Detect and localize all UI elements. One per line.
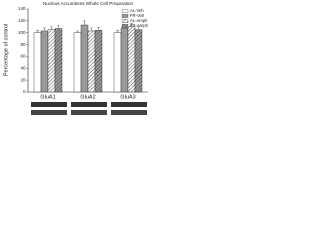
chart-title: Nucleus Accumbens Whole Cell Preparation xyxy=(43,1,134,6)
y-tick-label: 40 xyxy=(20,65,26,70)
x-tick-label: GluA2 xyxy=(80,94,95,100)
y-tick-label: 120 xyxy=(18,18,26,23)
bar xyxy=(134,29,143,93)
bar xyxy=(47,29,56,93)
legend-label: FR-Amph xyxy=(130,23,149,28)
y-axis-label: Percentage of control xyxy=(3,24,9,76)
x-tick-label: GluA1 xyxy=(40,94,55,100)
legend-swatch xyxy=(121,24,129,28)
chart: Nucleus Accumbens Whole Cell Preparation… xyxy=(0,0,150,117)
legend-label: AL-Amph xyxy=(130,18,148,23)
legend-swatch xyxy=(121,19,129,23)
y-tick-label: 80 xyxy=(20,42,26,47)
legend-label: FR-Veh xyxy=(130,13,145,18)
y-tick-label: 0 xyxy=(23,89,26,94)
bar xyxy=(80,24,89,93)
bar xyxy=(94,30,103,93)
bar xyxy=(120,27,129,93)
bar xyxy=(87,30,96,93)
x-tick-label: GluA3 xyxy=(120,94,135,100)
y-tick-label: 20 xyxy=(20,77,26,82)
blots xyxy=(31,102,147,115)
y-tick-label: 100 xyxy=(18,30,26,35)
bar xyxy=(73,32,82,93)
bar xyxy=(127,26,136,93)
legend-label: AL-Veh xyxy=(130,8,144,13)
bar xyxy=(113,32,122,93)
y-tick-label: 140 xyxy=(18,6,26,11)
bar xyxy=(54,28,63,93)
y-tick-label: 60 xyxy=(20,54,26,59)
legend-swatch xyxy=(121,9,129,13)
bar xyxy=(40,30,49,93)
legend-swatch xyxy=(121,14,129,18)
bar xyxy=(33,32,42,93)
